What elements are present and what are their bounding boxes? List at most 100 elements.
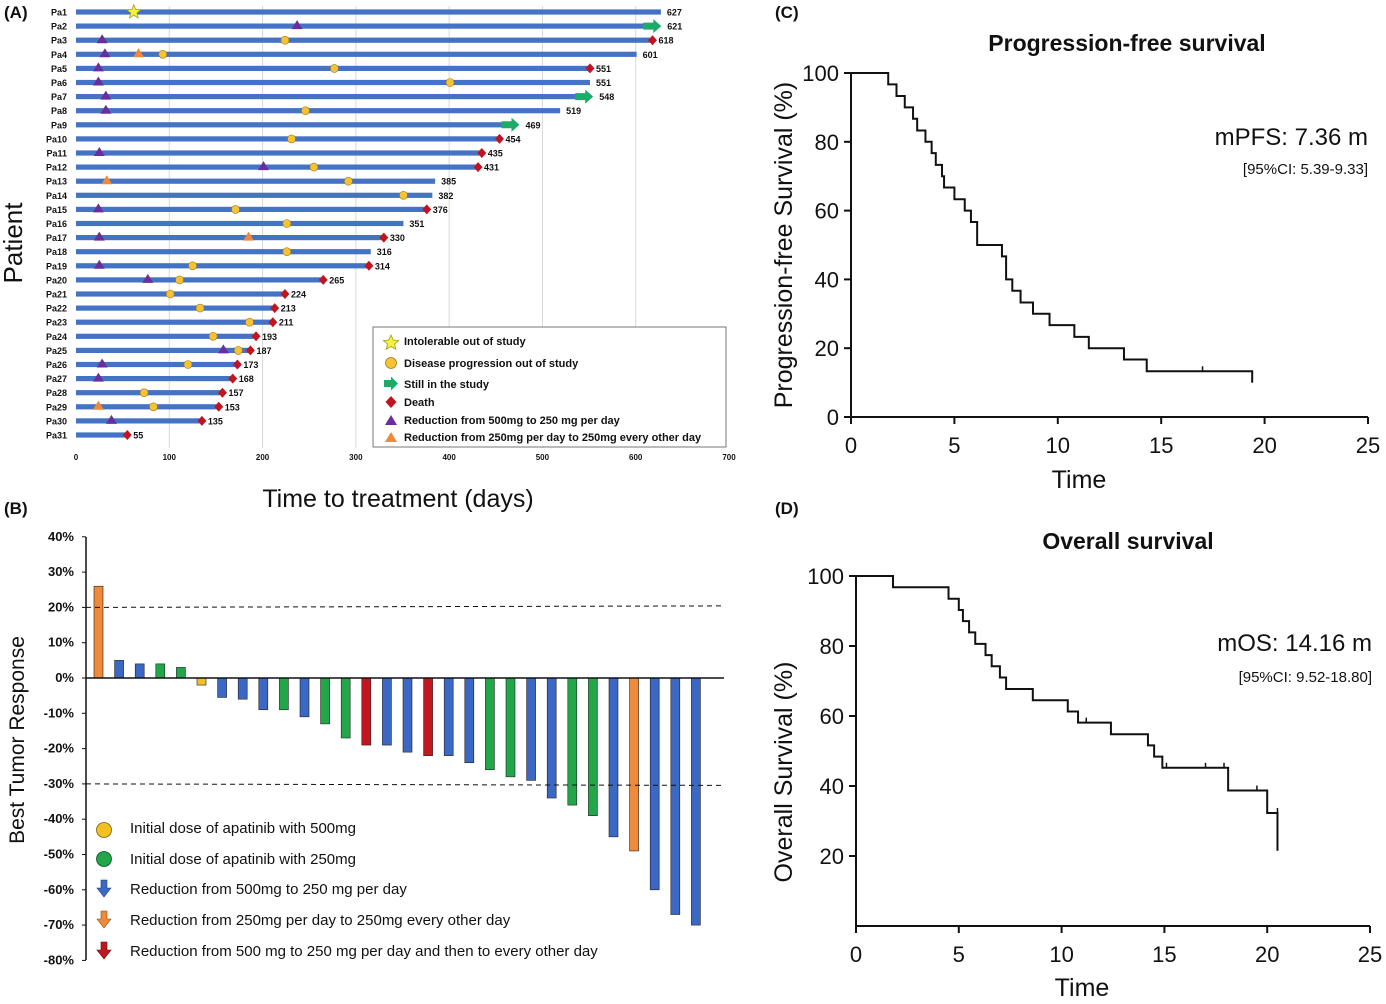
- patient-bar: [76, 404, 219, 410]
- legend-arrow-down-orange-icon: [96, 910, 112, 929]
- response-bar: [485, 677, 495, 771]
- panel-b-reference-lines: [85, 605, 725, 786]
- days-label: 385: [441, 177, 456, 187]
- x-tick-label: 500: [536, 453, 550, 462]
- death-marker: [214, 401, 224, 412]
- panel-d-title: Overall survival: [1042, 528, 1213, 554]
- y-tick-label: 40%: [48, 529, 74, 544]
- death-marker: [364, 260, 374, 271]
- death-marker: [495, 133, 505, 144]
- still-in-study-marker: [575, 89, 594, 104]
- panel-d-ylabel: Overall Survival (%): [770, 662, 798, 883]
- triangle-purple-marker: [92, 62, 104, 72]
- legend-b-1: Initial dose of apatinib with 250mg: [130, 851, 356, 868]
- progression-marker: [165, 289, 175, 299]
- death-marker: [122, 430, 132, 440]
- response-bar: [402, 677, 413, 753]
- patient-row: Pa26 173: [46, 358, 258, 370]
- legend-a-0: Intolerable out of study: [404, 336, 526, 348]
- response-bar: [691, 677, 701, 926]
- response-bar: [114, 660, 124, 679]
- response-bar: [134, 663, 145, 679]
- star-marker: [125, 3, 142, 19]
- panel-d-tag: (D): [775, 499, 799, 518]
- patient-bar: [76, 220, 404, 227]
- panel-d-xlabel: Time: [1055, 974, 1110, 999]
- response-bar: [320, 677, 330, 725]
- response-bar: [505, 677, 516, 778]
- patient-label: Pa16: [46, 219, 67, 229]
- reference-line: [85, 783, 725, 786]
- response-bar: [382, 677, 392, 746]
- death-marker: [197, 415, 207, 426]
- panel-a-xlabel: Time to treatment (days): [262, 485, 533, 513]
- patient-label: Pa22: [46, 304, 67, 314]
- patient-bar: [76, 235, 384, 241]
- days-label: 224: [291, 290, 306, 300]
- patient-row: Pa30 135: [46, 414, 223, 426]
- days-label: 213: [281, 304, 296, 314]
- death-marker: [379, 232, 389, 243]
- y-tick-label: -80%: [44, 952, 75, 967]
- response-bar: [279, 677, 289, 711]
- patient-row: Pa8 519: [51, 104, 581, 116]
- progression-marker: [445, 78, 455, 87]
- patient-label: Pa19: [46, 261, 67, 271]
- days-label: 157: [228, 388, 243, 398]
- legend-dot-yellow-icon: [96, 822, 112, 838]
- panel-a-ylabel: Patient: [0, 202, 28, 284]
- patient-bar: [76, 192, 433, 198]
- patient-row: Pa27 168: [46, 372, 254, 384]
- patient-row: Pa15 376: [46, 203, 448, 215]
- progression-marker: [149, 402, 158, 412]
- panel-c-censor-marks: [1201, 366, 1253, 383]
- x-tick-label: 200: [256, 453, 270, 462]
- progression-marker: [330, 64, 339, 73]
- progression-marker: [234, 346, 243, 355]
- still-in-study-marker: [643, 19, 662, 34]
- patient-row: Pa29 153: [46, 400, 240, 412]
- patient-row: Pa11 435: [46, 147, 503, 159]
- legend-b-0: Initial dose of apatinib with 500mg: [130, 820, 356, 837]
- triangle-purple-marker: [100, 104, 112, 114]
- response-bar: [546, 677, 557, 799]
- x-tick-label: 0: [845, 433, 857, 458]
- days-label: 469: [526, 120, 541, 130]
- days-label: 316: [377, 247, 392, 257]
- patient-bar: [76, 37, 653, 43]
- y-tick-label: -20%: [44, 741, 75, 756]
- days-label: 627: [667, 8, 682, 18]
- y-tick-label: 0%: [55, 670, 74, 685]
- triangle-purple-marker: [291, 20, 303, 30]
- y-tick-label: 100: [802, 61, 839, 86]
- y-tick-label: 30%: [48, 564, 74, 579]
- patient-label: Pa17: [46, 233, 67, 243]
- legend-star-icon: [382, 334, 400, 351]
- legend-a-3: Death: [404, 397, 435, 409]
- triangle-purple-marker: [93, 259, 105, 269]
- response-bar: [155, 663, 166, 679]
- panel-b-bars: [93, 585, 701, 926]
- patient-bar: [76, 79, 591, 86]
- patient-row: Pa24 193: [46, 331, 277, 342]
- progression-marker: [301, 106, 310, 115]
- x-tick-label: 0: [74, 453, 79, 462]
- patient-label: Pa4: [51, 50, 67, 60]
- patient-bar: [76, 51, 637, 57]
- progression-marker: [280, 35, 290, 45]
- patient-label: Pa5: [51, 64, 67, 74]
- panel-a-swimmer-plot: (A) Patient Time to treatment (days) Pa1…: [0, 3, 736, 513]
- panel-a-x-ticks: 0 100 200 300 400 500 600 700: [74, 453, 736, 462]
- y-tick-label: 80: [820, 634, 844, 659]
- legend-a-5: Reduction from 250mg per day to 250mg ev…: [404, 432, 702, 444]
- patient-bar: [76, 333, 257, 339]
- x-tick-label: 600: [629, 453, 643, 462]
- panel-d-censor-marks: [1085, 717, 1279, 813]
- progression-marker: [287, 134, 296, 144]
- patient-label: Pa15: [46, 205, 67, 215]
- x-tick-label: 20: [1255, 942, 1279, 967]
- progression-marker: [282, 247, 292, 256]
- x-tick-label: 20: [1252, 433, 1276, 458]
- legend-b-2: Reduction from 500mg to 250 mg per day: [130, 881, 407, 898]
- panel-d-axes: 0 5 10 15 20 25 20 40 60 80 100: [807, 564, 1382, 967]
